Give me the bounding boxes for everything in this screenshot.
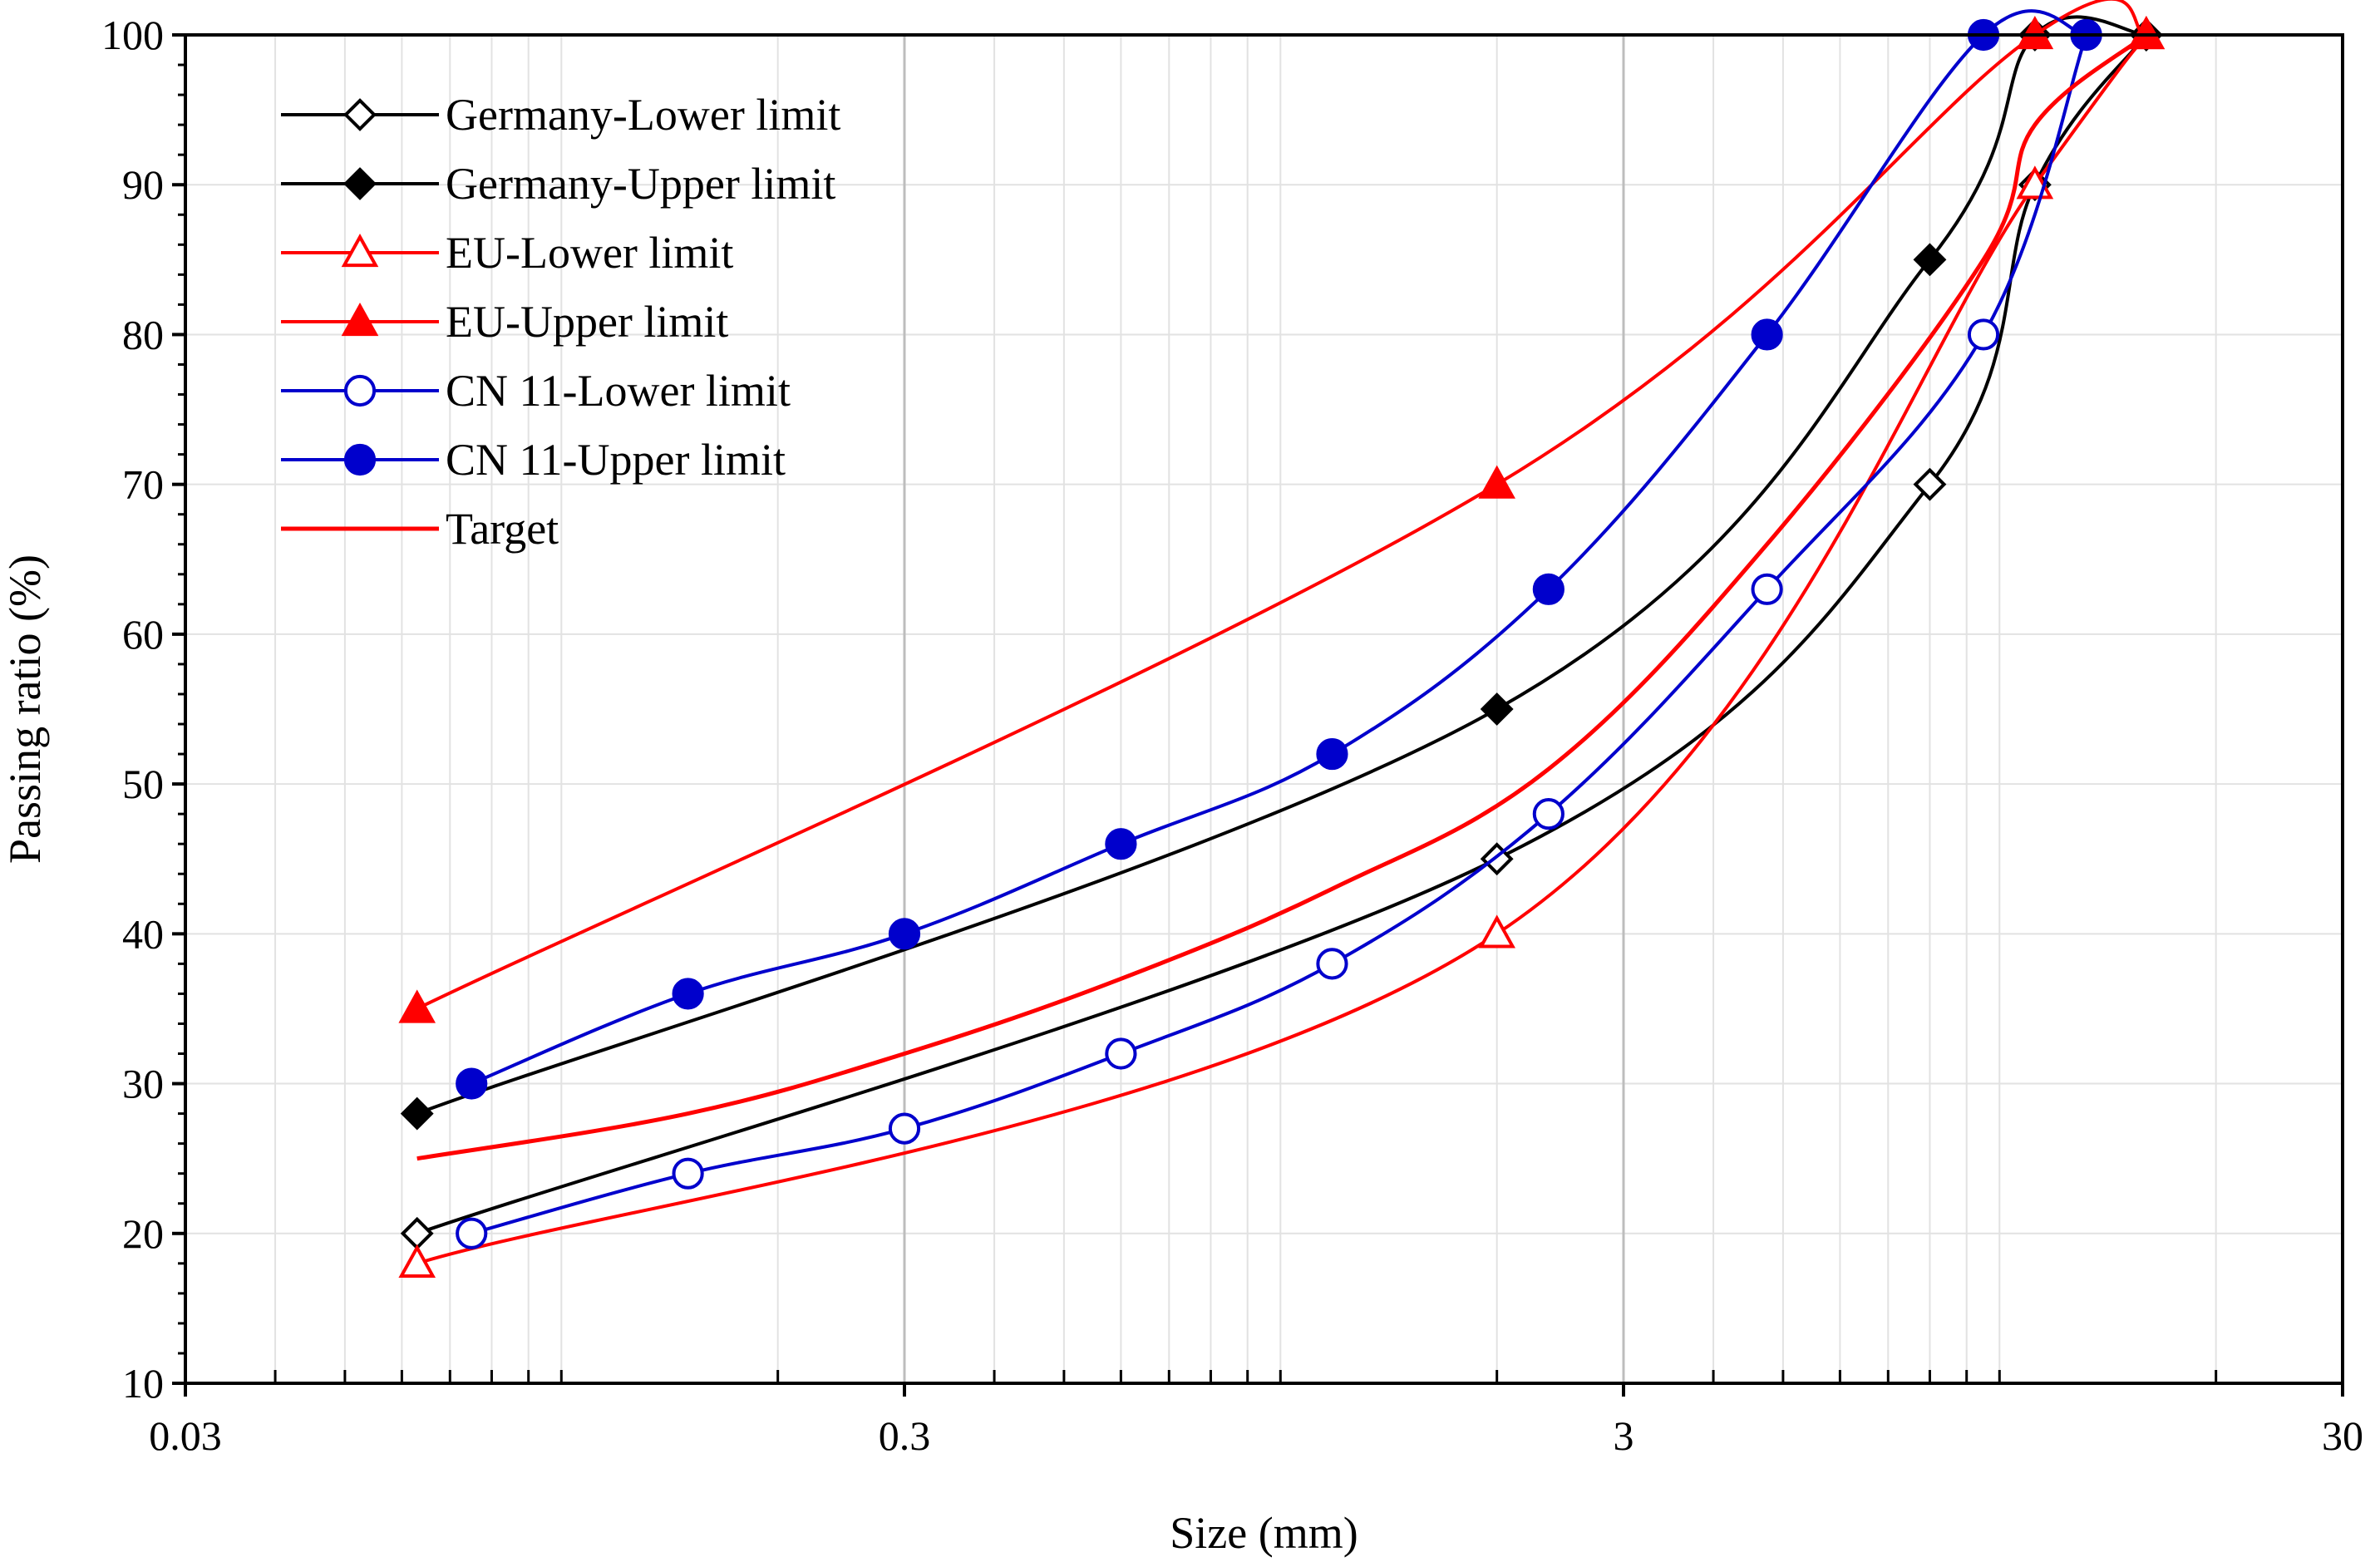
legend-item: CN 11-Upper limit	[281, 435, 786, 485]
data-point-marker	[1532, 573, 1564, 605]
y-axis-label: Passing ratio (%)	[0, 554, 50, 864]
data-point-marker	[1105, 1037, 1137, 1070]
data-point-marker	[1105, 828, 1137, 860]
data-point-marker	[672, 1157, 704, 1190]
legend-item: Germany-Upper limit	[281, 159, 835, 209]
x-tick-label: 30	[2322, 1412, 2363, 1459]
data-point-marker	[456, 1217, 488, 1249]
y-tick-label: 90	[122, 161, 164, 208]
legend-item: Target	[281, 504, 559, 554]
data-point-marker	[343, 167, 377, 200]
y-tick-label: 50	[122, 761, 164, 807]
data-point-marker	[456, 1067, 488, 1100]
data-point-marker	[888, 918, 921, 950]
y-tick-label: 10	[122, 1360, 164, 1407]
data-point-marker	[341, 302, 379, 337]
legend-label: CN 11-Lower limit	[446, 366, 791, 416]
legend-item: CN 11-Lower limit	[281, 366, 791, 416]
data-point-marker	[672, 978, 704, 1010]
data-point-marker	[398, 1244, 436, 1278]
x-tick-label: 0.3	[879, 1412, 931, 1459]
series-line	[471, 34, 2088, 1235]
y-tick-label: 80	[122, 311, 164, 357]
y-tick-label: 30	[122, 1061, 164, 1107]
series-line	[416, 33, 2148, 1161]
y-tick-label: 70	[122, 461, 164, 508]
data-point-marker	[1913, 467, 1947, 501]
axes: 10 20 30 40 50 60 70 80 90 100 0.03 0.3 3 30	[101, 12, 2363, 1459]
data-point-marker	[1913, 243, 1947, 277]
data-point-marker	[1316, 737, 1348, 771]
data-point-marker	[1751, 318, 1783, 351]
data-point-marker	[398, 989, 436, 1023]
data-point-marker	[343, 98, 377, 131]
series-line	[471, 9, 2087, 1086]
legend-item: EU-Lower limit	[281, 228, 733, 278]
grid	[185, 35, 2343, 1383]
data-point-marker	[1480, 692, 1514, 726]
series-target	[416, 33, 2148, 1161]
plot-area-frame	[184, 33, 2344, 1385]
y-tick-label: 20	[122, 1210, 164, 1257]
data-point-marker	[343, 374, 377, 407]
data-point-marker	[1532, 798, 1564, 830]
legend-label: Target	[446, 504, 559, 554]
y-tick-label: 60	[122, 611, 164, 658]
legend-label: EU-Upper limit	[446, 297, 728, 347]
legend-item: Germany-Lower limit	[281, 90, 840, 140]
series-layer	[398, 0, 2166, 1278]
x-axis-label: Size (mm)	[1170, 1508, 1358, 1558]
data-point-marker	[341, 233, 379, 268]
x-tick-label: 0.03	[149, 1412, 222, 1459]
data-point-marker	[1967, 318, 2000, 351]
y-tick-label: 100	[101, 12, 164, 58]
data-point-marker	[1316, 948, 1348, 980]
legend-label: Germany-Upper limit	[446, 159, 835, 209]
y-tick-label: 40	[122, 910, 164, 957]
data-point-marker	[1478, 465, 1515, 499]
legend-item: EU-Upper limit	[281, 297, 728, 347]
series-line	[416, 0, 2147, 1011]
legend-label: CN 11-Upper limit	[446, 435, 786, 485]
data-point-marker	[400, 1096, 434, 1131]
legend: Germany-Lower limit Germany-Upper limit EU…	[281, 90, 840, 554]
legend-label: EU-Lower limit	[446, 228, 733, 278]
data-point-marker	[888, 1112, 921, 1145]
x-tick-label: 3	[1614, 1412, 1634, 1459]
data-point-marker	[1751, 573, 1783, 605]
series-line	[416, 33, 2148, 1265]
legend-label: Germany-Lower limit	[446, 90, 840, 140]
data-point-marker	[1478, 914, 1515, 949]
data-point-marker	[343, 443, 377, 476]
